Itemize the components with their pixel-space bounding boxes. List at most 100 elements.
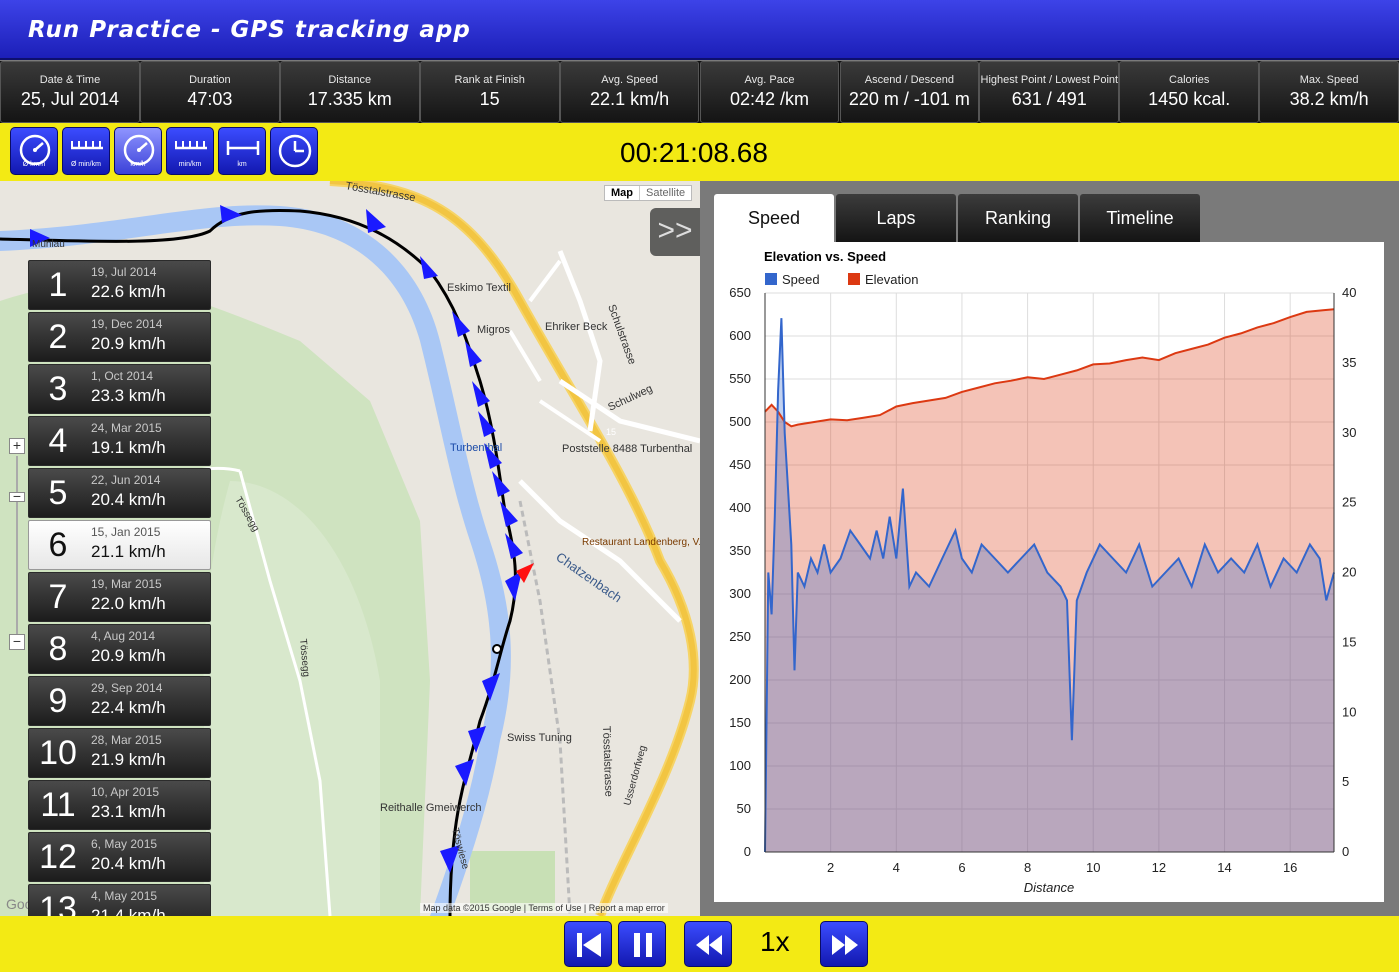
rank-number: 1 (48, 266, 68, 304)
rank-speed: 21.9 km/h (91, 750, 166, 769)
ruler-icon (71, 141, 103, 150)
rewind-button[interactable] (684, 921, 732, 967)
y-right-tick-label: 35 (1342, 355, 1356, 370)
expand-map-button[interactable]: >> (650, 208, 700, 256)
map-type-satellite-button[interactable]: Satellite (639, 186, 691, 200)
chart-container: 0 50 100 150 200 250 300 350 400 450 500 550 600 650 0… (714, 242, 1384, 902)
y-left-tick-label: 650 (729, 285, 751, 300)
y-right-tick-label: 10 (1342, 704, 1356, 719)
x-axis-label: Distance (1024, 880, 1075, 895)
ranking-row[interactable]: 9 29, Sep 2014 22.4 km/h (28, 676, 211, 726)
ranking-list[interactable]: 1 19, Jul 2014 22.6 km/h 2 19, Dec 2014 20.9… (28, 260, 211, 916)
y-right-tick-label: 30 (1342, 425, 1356, 440)
elevation-speed-chart[interactable]: 0 50 100 150 200 250 300 350 400 450 500 550 600 650 0… (714, 242, 1384, 902)
pause-icon (634, 933, 652, 957)
map-label-poststelle: Poststelle 8488 Turbenthal (562, 443, 692, 455)
x-tick-label: 4 (893, 860, 900, 875)
rank-date: 28, Mar 2015 (91, 733, 162, 747)
ranking-row[interactable]: 2 19, Dec 2014 20.9 km/h (28, 312, 211, 362)
stat-label: Avg. Speed (601, 74, 658, 86)
fast-forward-button[interactable] (820, 921, 868, 967)
x-tick-label: 2 (827, 860, 834, 875)
ranking-row[interactable]: 11 10, Apr 2015 23.1 km/h (28, 780, 211, 830)
area-elevation (765, 309, 1334, 852)
skip-to-start-button[interactable] (564, 921, 612, 967)
map-type-map-button[interactable]: Map (611, 187, 633, 199)
map-attribution[interactable]: Map data ©2015 Google | Terms of Use | R… (420, 903, 668, 913)
ranking-row[interactable]: 7 19, Mar 2015 22.0 km/h (28, 572, 211, 622)
playback-bar: 1x (0, 916, 1399, 972)
rank-number: 11 (40, 786, 76, 824)
app-title: Run Practice - GPS tracking app (28, 17, 471, 43)
zoom-control: + − − (9, 438, 27, 650)
ranking-row[interactable]: 4 24, Mar 2015 19.1 km/h (28, 416, 211, 466)
skip-start-icon (577, 933, 601, 957)
pause-button[interactable] (618, 921, 666, 967)
ranking-row[interactable]: 8 4, Aug 2014 20.9 km/h (28, 624, 211, 674)
ranking-row[interactable]: 10 28, Mar 2015 21.9 km/h (28, 728, 211, 778)
mode-caption: Ø min/km (71, 161, 101, 168)
legend-swatch-elevation (848, 273, 860, 285)
rank-speed: 20.4 km/h (91, 854, 166, 873)
rank-speed: 20.9 km/h (91, 646, 166, 665)
rank-date: 4, Aug 2014 (91, 629, 156, 643)
rank-speed: 20.9 km/h (91, 334, 166, 353)
rank-date: 15, Jan 2015 (91, 525, 161, 539)
map-label-restaurant: Restaurant Landenberg, V. Veseli (582, 537, 700, 548)
ranking-row[interactable]: 1 19, Jul 2014 22.6 km/h (28, 260, 211, 310)
tab-speed[interactable]: Speed (714, 194, 834, 242)
chart-areas (765, 309, 1334, 852)
ranking-row[interactable]: 12 6, May 2015 20.4 km/h (28, 832, 211, 882)
rank-speed: 21.4 km/h (91, 906, 166, 916)
stat-value: 631 / 491 (1011, 89, 1087, 109)
rank-speed: 22.6 km/h (91, 282, 166, 301)
stat-label: Distance (328, 74, 372, 86)
mode-avg-pace-button[interactable]: Ø min/km (62, 127, 110, 175)
rank-date: 22, Jun 2014 (91, 473, 161, 487)
stat-value: 47:03 (187, 89, 233, 109)
mode-time-button[interactable] (270, 127, 318, 175)
stat-value: 17.335 km (307, 89, 392, 109)
chart-lines (764, 308, 1335, 853)
rank-number: 8 (48, 630, 68, 668)
tab-timeline[interactable]: Timeline (1080, 194, 1200, 242)
tab-laps[interactable]: Laps (836, 194, 956, 242)
y-left-tick-label: 600 (729, 328, 751, 343)
rank-speed: 23.3 km/h (91, 386, 166, 405)
ranking-row[interactable]: 3 1, Oct 2014 23.3 km/h (28, 364, 211, 414)
mode-speed-button[interactable]: km/h (114, 127, 162, 175)
y-right-tick-label: 15 (1342, 634, 1356, 649)
series-line-speed (764, 318, 1335, 853)
rank-speed: 23.1 km/h (91, 802, 166, 821)
zoom-out-button[interactable]: − (9, 634, 25, 650)
ranking-row-selected[interactable]: 6 15, Jan 2015 21.1 km/h (28, 520, 211, 570)
map-label-tosstalstrasse-2: Tösstalstrasse (600, 726, 614, 797)
y-left-tick-label: 400 (729, 500, 751, 515)
zoom-slider-handle[interactable]: − (9, 489, 25, 503)
mode-distance-button[interactable]: km (218, 127, 266, 175)
chart-title: Elevation vs. Speed (764, 249, 886, 264)
control-bar: Ø km/h Ø min/km km/h min/km km 00:21:08.… (0, 123, 1399, 181)
stat-value: 02:42 /km (729, 89, 809, 109)
rank-number: 5 (48, 474, 68, 512)
playback-speed-label: 1x (760, 926, 790, 957)
rank-number: 6 (48, 526, 68, 564)
rank-speed: 19.1 km/h (91, 438, 166, 457)
rank-date: 1, Oct 2014 (91, 369, 154, 383)
zoom-in-button[interactable]: + (9, 438, 25, 454)
tab-ranking[interactable]: Ranking (958, 194, 1078, 242)
y-left-tick-label: 250 (729, 629, 751, 644)
rank-number: 7 (48, 578, 68, 616)
mode-avg-speed-button[interactable]: Ø km/h (10, 127, 58, 175)
y-right-tick-label: 20 (1342, 565, 1356, 580)
zoom-slider[interactable] (16, 456, 18, 636)
title-bar: Run Practice - GPS tracking app (0, 0, 1399, 60)
ranking-row[interactable]: 13 4, May 2015 21.4 km/h (28, 884, 211, 916)
rank-number: 10 (39, 734, 77, 772)
ranking-row[interactable]: 5 22, Jun 2014 20.4 km/h (28, 468, 211, 518)
rank-date: 6, May 2015 (91, 837, 158, 851)
mode-pace-button[interactable]: min/km (166, 127, 214, 175)
stat-value: 22.1 km/h (590, 89, 670, 109)
rank-speed: 20.4 km/h (91, 490, 166, 509)
